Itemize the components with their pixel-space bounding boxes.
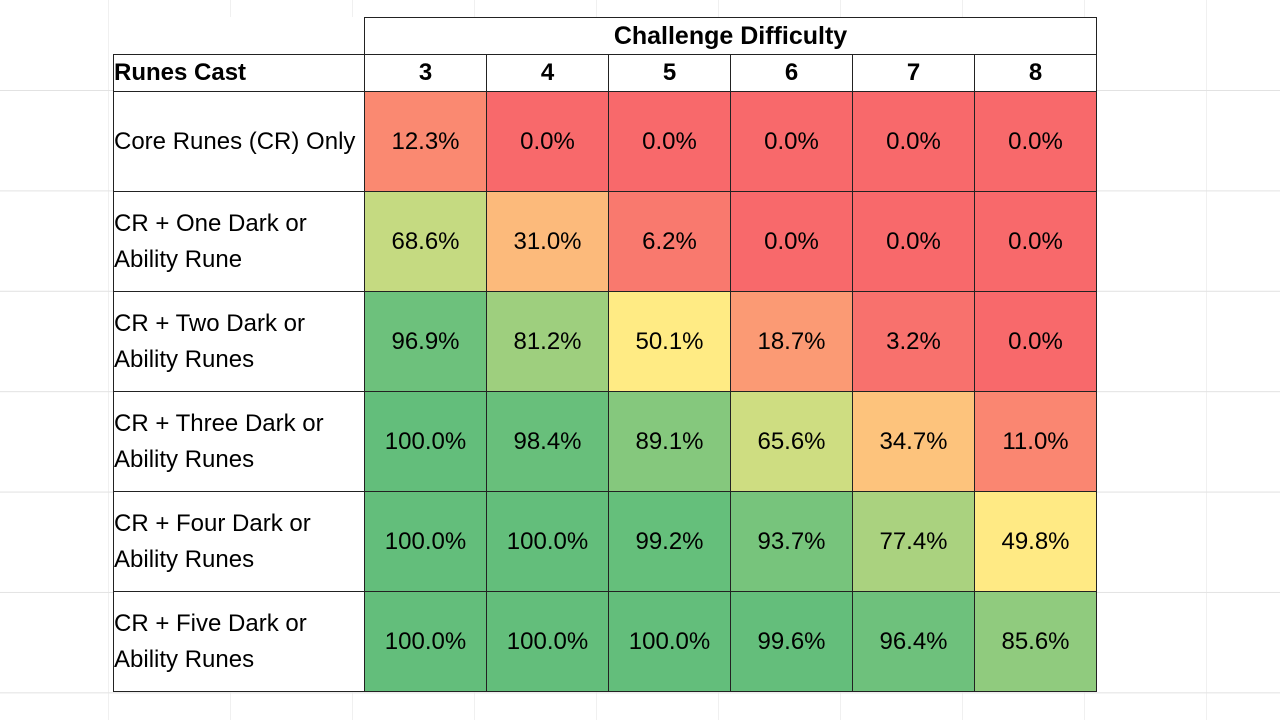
chart-title[interactable]: Challenge Difficulty [364, 17, 1097, 55]
heatmap-cell[interactable]: 100.0% [364, 391, 487, 492]
heatmap-cell[interactable]: 0.0% [730, 191, 853, 292]
row-label[interactable]: CR + Two Dark or Ability Runes [113, 291, 365, 392]
heatmap-cell[interactable]: 100.0% [364, 591, 487, 692]
heatmap-cell[interactable]: 85.6% [974, 591, 1097, 692]
row-header-title[interactable]: Runes Cast [113, 54, 365, 92]
heatmap-cell[interactable]: 0.0% [974, 191, 1097, 292]
heatmap-cell[interactable]: 49.8% [974, 491, 1097, 592]
table-row: CR + One Dark or Ability Rune 68.6% 31.0% 6… [113, 191, 1097, 292]
heatmap-cell[interactable]: 77.4% [852, 491, 975, 592]
column-header[interactable]: 3 [364, 54, 487, 92]
table-row: Core Runes (CR) Only 12.3% 0.0% 0.0% 0.0% 0.0… [113, 91, 1097, 192]
heatmap-cell[interactable]: 100.0% [608, 591, 731, 692]
corner-blank [114, 18, 365, 55]
column-header[interactable]: 5 [608, 54, 731, 92]
heatmap-cell[interactable]: 34.7% [852, 391, 975, 492]
column-header[interactable]: 8 [974, 54, 1097, 92]
column-header[interactable]: 4 [486, 54, 609, 92]
table-row: CR + Five Dark or Ability Runes 100.0% 100… [113, 591, 1097, 692]
row-label[interactable]: Core Runes (CR) Only [113, 91, 365, 192]
row-label[interactable]: CR + One Dark or Ability Rune [113, 191, 365, 292]
heatmap-cell[interactable]: 68.6% [364, 191, 487, 292]
heatmap-cell[interactable]: 0.0% [852, 191, 975, 292]
heatmap-cell[interactable]: 50.1% [608, 291, 731, 392]
column-header[interactable]: 7 [852, 54, 975, 92]
heatmap-cell[interactable]: 11.0% [974, 391, 1097, 492]
column-header[interactable]: 6 [730, 54, 853, 92]
heatmap-cell[interactable]: 12.3% [364, 91, 487, 192]
table-row: CR + Three Dark or Ability Runes 100.0% 98… [113, 391, 1097, 492]
heatmap-cell[interactable]: 100.0% [486, 591, 609, 692]
heatmap-cell[interactable]: 18.7% [730, 291, 853, 392]
heatmap-cell[interactable]: 0.0% [486, 91, 609, 192]
row-label[interactable]: CR + Three Dark or Ability Runes [113, 391, 365, 492]
heatmap-cell[interactable]: 99.2% [608, 491, 731, 592]
heatmap-cell[interactable]: 6.2% [608, 191, 731, 292]
heatmap-cell[interactable]: 0.0% [974, 291, 1097, 392]
heatmap-cell[interactable]: 0.0% [730, 91, 853, 192]
heatmap-cell[interactable]: 81.2% [486, 291, 609, 392]
heatmap-cell[interactable]: 98.4% [486, 391, 609, 492]
heatmap-cell[interactable]: 0.0% [974, 91, 1097, 192]
heatmap-cell[interactable]: 99.6% [730, 591, 853, 692]
table-row: CR + Two Dark or Ability Runes 96.9% 81.2%… [113, 291, 1097, 392]
heatmap-cell[interactable]: 89.1% [608, 391, 731, 492]
title-row: Challenge Difficulty [114, 17, 1097, 55]
heatmap-cell[interactable]: 3.2% [852, 291, 975, 392]
heatmap-cell[interactable]: 93.7% [730, 491, 853, 592]
heatmap-cell[interactable]: 96.9% [364, 291, 487, 392]
heatmap-cell[interactable]: 0.0% [608, 91, 731, 192]
row-label[interactable]: CR + Five Dark or Ability Runes [113, 591, 365, 692]
heatmap-cell[interactable]: 100.0% [486, 491, 609, 592]
heatmap-cell[interactable]: 31.0% [486, 191, 609, 292]
heatmap-cell[interactable]: 96.4% [852, 591, 975, 692]
row-label[interactable]: CR + Four Dark or Ability Runes [113, 491, 365, 592]
heatmap-cell[interactable]: 0.0% [852, 91, 975, 192]
table-row: CR + Four Dark or Ability Runes 100.0% 100… [113, 491, 1097, 592]
heatmap-cell[interactable]: 65.6% [730, 391, 853, 492]
heatmap-cell[interactable]: 100.0% [364, 491, 487, 592]
